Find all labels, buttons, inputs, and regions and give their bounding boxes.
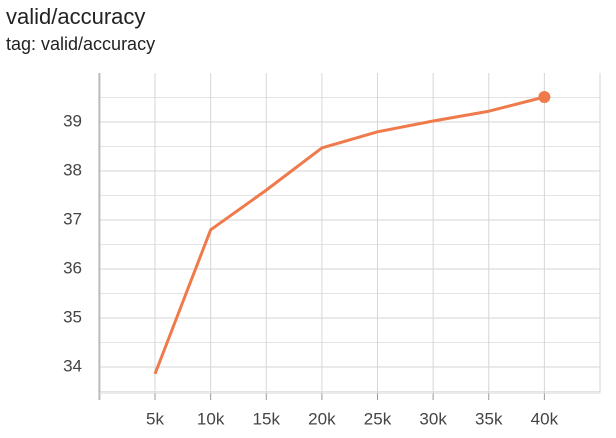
x-tick-label: 5k [146,409,164,428]
line [153,95,545,375]
y-tick-label: 39 [63,111,82,130]
y-tick-label: 35 [63,308,82,327]
y-tick-label: 37 [63,209,82,228]
x-tick-label: 20k [308,409,336,428]
x-tick-label: 40k [531,409,559,428]
y-tick-label: 38 [63,160,82,179]
x-tick-label: 10k [197,409,225,428]
y-tick-label: 36 [63,259,82,278]
last-point [538,91,551,104]
chart-subtitle: tag: valid/accuracy [6,34,155,54]
y-tick-label: 34 [63,357,82,376]
x-tick-label: 25k [364,409,392,428]
x-tick-label: 30k [419,409,447,428]
chart-title: valid/accuracy [6,4,145,29]
x-tick-label: 15k [253,409,281,428]
x-tick-label: 35k [475,409,503,428]
